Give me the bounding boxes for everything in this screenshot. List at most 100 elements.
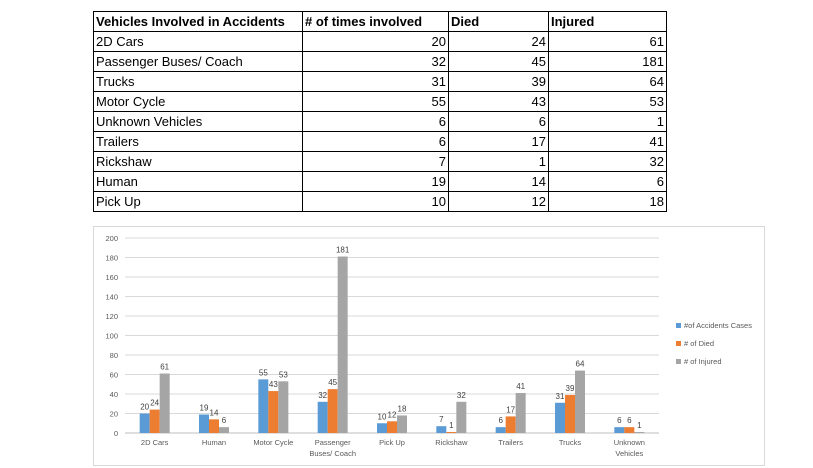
data-label: 10 bbox=[378, 412, 387, 421]
vehicles-accident-table: Vehicles Involved in Accidents # of time… bbox=[93, 11, 667, 212]
legend-label: #of Accidents Cases bbox=[684, 321, 752, 330]
bar-injured bbox=[397, 415, 407, 433]
cell-died: 17 bbox=[448, 131, 549, 152]
bar-died bbox=[327, 389, 338, 433]
y-tick-label: 60 bbox=[110, 371, 118, 380]
cell-times-involved: 7 bbox=[302, 151, 449, 172]
cell-vehicle: Rickshaw bbox=[93, 151, 303, 172]
legend-label: # of Died bbox=[684, 339, 714, 348]
bar-injured bbox=[337, 256, 348, 433]
cell-vehicle: Motor Cycle bbox=[93, 91, 303, 112]
bar-accidents bbox=[317, 401, 328, 433]
cell-died: 12 bbox=[448, 191, 549, 212]
bar-injured bbox=[278, 381, 289, 433]
cell-died: 39 bbox=[448, 71, 549, 92]
table-row: Passenger Buses/ Coach 32 45 181 bbox=[93, 51, 667, 72]
data-label: 39 bbox=[566, 384, 575, 393]
bar-accidents bbox=[139, 413, 150, 433]
bar-died bbox=[446, 432, 457, 433]
data-label: 55 bbox=[259, 368, 268, 377]
data-label: 6 bbox=[627, 416, 632, 425]
data-label: 32 bbox=[318, 391, 327, 400]
cell-times-involved: 19 bbox=[302, 171, 449, 192]
data-label: 14 bbox=[210, 408, 219, 417]
data-label: 32 bbox=[457, 391, 466, 400]
cell-vehicle: Unknown Vehicles bbox=[93, 111, 303, 132]
y-tick-label: 20 bbox=[110, 410, 118, 419]
table-row: Trucks 31 39 64 bbox=[93, 71, 667, 92]
bar-accidents bbox=[199, 414, 209, 433]
cell-died: 6 bbox=[448, 111, 549, 132]
cell-times-involved: 20 bbox=[302, 31, 449, 52]
data-label: 19 bbox=[200, 403, 209, 412]
table-row: Motor Cycle 55 43 53 bbox=[93, 91, 667, 112]
x-tick-label: 2D Cars bbox=[141, 438, 169, 447]
data-label: 7 bbox=[439, 415, 444, 424]
y-tick-label: 0 bbox=[114, 429, 118, 438]
cell-died: 1 bbox=[448, 151, 549, 172]
data-label: 6 bbox=[222, 416, 227, 425]
legend-swatch bbox=[676, 359, 681, 364]
cell-died: 24 bbox=[448, 31, 549, 52]
bar-accidents bbox=[377, 423, 387, 433]
table-row: Unknown Vehicles 6 6 1 bbox=[93, 111, 667, 132]
x-tick-label: Vehicles bbox=[615, 449, 643, 458]
cell-vehicle: Trucks bbox=[93, 71, 303, 92]
y-tick-label: 180 bbox=[105, 254, 118, 263]
data-label: 31 bbox=[556, 392, 565, 401]
chart-area: 0 20 40 60 80 100 120 140 160 180 200 20 24 61 2D Cars… bbox=[93, 226, 765, 466]
cell-times-involved: 6 bbox=[302, 111, 449, 132]
cell-injured: 32 bbox=[548, 151, 667, 172]
bar-died bbox=[209, 419, 219, 433]
cell-injured: 181 bbox=[548, 51, 667, 72]
data-label: 61 bbox=[160, 363, 169, 372]
table-header-row: Vehicles Involved in Accidents # of time… bbox=[93, 11, 667, 32]
cell-died: 43 bbox=[448, 91, 549, 112]
x-tick-label: Motor Cycle bbox=[253, 438, 293, 447]
cell-times-involved: 31 bbox=[302, 71, 449, 92]
cell-injured: 6 bbox=[548, 171, 667, 192]
legend-swatch bbox=[676, 323, 681, 328]
y-tick-label: 40 bbox=[110, 390, 118, 399]
bar-accidents bbox=[258, 379, 269, 433]
y-tick-label: 80 bbox=[110, 351, 118, 360]
header-injured: Injured bbox=[548, 11, 667, 32]
table-row: Pick Up 10 12 18 bbox=[93, 191, 667, 212]
bar-died bbox=[505, 416, 516, 433]
cell-injured: 64 bbox=[548, 71, 667, 92]
cell-times-involved: 10 bbox=[302, 191, 449, 212]
cell-vehicle: Pick Up bbox=[93, 191, 303, 212]
data-label: 53 bbox=[279, 370, 288, 379]
bar-injured bbox=[219, 427, 229, 433]
cell-injured: 1 bbox=[548, 111, 667, 132]
bar-died bbox=[565, 394, 575, 433]
cell-vehicle: Passenger Buses/ Coach bbox=[93, 51, 303, 72]
y-tick-label: 100 bbox=[105, 332, 118, 341]
table-row: 2D Cars 20 24 61 bbox=[93, 31, 667, 52]
y-tick-label: 120 bbox=[105, 312, 118, 321]
cell-died: 14 bbox=[448, 171, 549, 192]
x-tick-label: Trailers bbox=[498, 438, 523, 447]
cell-injured: 41 bbox=[548, 131, 667, 152]
cell-injured: 18 bbox=[548, 191, 667, 212]
cell-vehicle: 2D Cars bbox=[93, 31, 303, 52]
bar-injured bbox=[456, 401, 467, 433]
x-tick-label: Human bbox=[202, 438, 226, 447]
table-row: Trailers 6 17 41 bbox=[93, 131, 667, 152]
y-tick-label: 140 bbox=[105, 293, 118, 302]
table-row: Human 19 14 6 bbox=[93, 171, 667, 192]
data-label: 6 bbox=[617, 416, 622, 425]
bar-injured bbox=[634, 432, 645, 433]
data-label: 6 bbox=[498, 416, 503, 425]
data-label: 24 bbox=[150, 399, 159, 408]
bar-accidents bbox=[614, 427, 625, 433]
table-row: Rickshaw 7 1 32 bbox=[93, 151, 667, 172]
bar-accidents bbox=[495, 427, 506, 433]
bar-died bbox=[624, 427, 635, 433]
bar-died bbox=[149, 409, 160, 433]
cell-times-involved: 32 bbox=[302, 51, 449, 72]
bar-injured bbox=[515, 393, 526, 433]
data-label: 64 bbox=[576, 360, 585, 369]
y-tick-label: 200 bbox=[105, 234, 118, 243]
